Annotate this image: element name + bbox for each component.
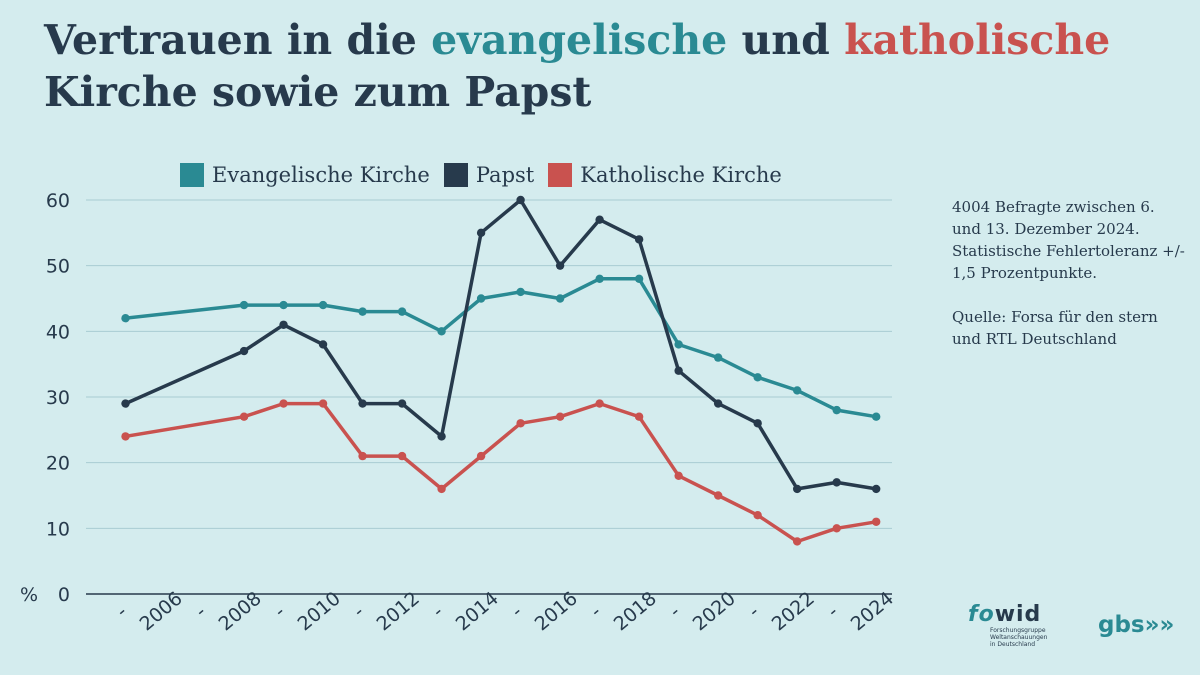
title-katholisch: katholische: [844, 16, 1111, 64]
data-point: [832, 478, 841, 487]
data-point: [674, 366, 683, 375]
data-point: [832, 405, 841, 415]
fowid-subtitle: Forschungsgruppe Weltanschauungen in Deu…: [990, 627, 1048, 648]
legend-item-evangelisch: Evangelische Kirche: [180, 163, 430, 187]
data-point: [792, 537, 802, 546]
series-line-0: [123, 277, 878, 419]
data-point: [437, 327, 446, 336]
data-point: [239, 300, 249, 310]
data-point: [713, 353, 723, 362]
data-point: [674, 340, 683, 349]
data-point: [437, 432, 446, 441]
series-line-2: [123, 401, 878, 544]
survey-method-text: 4004 Befragte zwischen 6. und 13. Dezemb…: [952, 198, 1185, 282]
data-point: [121, 399, 130, 408]
legend-item-papst: Papst: [443, 163, 535, 187]
fowid-wordmark: fowid: [968, 602, 1042, 627]
chart-legend: Evangelische Kirche Papst Katholische Ki…: [180, 160, 782, 190]
data-point: [674, 471, 683, 480]
data-point: [555, 412, 565, 421]
data-point: [871, 517, 881, 526]
y-tick-label: 60: [46, 190, 70, 212]
data-point: [279, 320, 288, 329]
data-point: [279, 399, 288, 408]
legend-label-papst: Papst: [475, 163, 535, 187]
survey-note: 4004 Befragte zwischen 6. und 13. Dezemb…: [952, 196, 1187, 372]
data-point: [476, 294, 486, 303]
title-part-1: Vertrauen in die: [44, 16, 432, 64]
y-axis-unit: %: [20, 584, 38, 606]
data-point: [397, 307, 407, 316]
y-tick-label: 30: [46, 387, 70, 409]
data-point: [832, 524, 841, 533]
data-point: [397, 399, 407, 408]
title-evangelisch: evangelische: [431, 16, 728, 64]
fowid-logo: fowid Forschungsgruppe Weltanschauungen …: [968, 602, 1048, 662]
data-point: [358, 307, 367, 316]
data-point: [792, 484, 802, 494]
data-point: [516, 419, 525, 428]
data-point: [397, 451, 407, 461]
x-tick-label: -: [191, 601, 210, 622]
data-point: [318, 300, 328, 310]
data-point: [713, 399, 723, 408]
data-point: [555, 294, 565, 303]
data-point: [121, 314, 130, 323]
data-point: [437, 484, 446, 494]
data-point: [753, 511, 762, 520]
y-tick-label: 40: [46, 321, 70, 343]
data-point: [516, 287, 525, 297]
data-point: [516, 195, 525, 205]
data-point: [318, 340, 328, 349]
x-tick-label: -: [744, 601, 763, 622]
x-tick-label: -: [586, 601, 605, 622]
x-tick-label: -: [349, 601, 368, 622]
data-point: [753, 419, 762, 428]
legend-item-katholisch: Katholische Kirche: [548, 163, 782, 187]
legend-swatch-evangelisch: [180, 163, 204, 187]
data-point: [555, 261, 565, 270]
data-point: [634, 235, 644, 244]
data-point: [595, 274, 604, 283]
x-tick-label: -: [823, 601, 842, 622]
x-tick-label: -: [428, 601, 447, 622]
data-point: [753, 373, 762, 382]
data-point: [476, 451, 486, 461]
x-tick-label: -: [112, 601, 131, 622]
data-point: [358, 451, 367, 461]
data-point: [121, 432, 130, 441]
y-tick-label: 50: [46, 256, 70, 278]
data-point: [792, 386, 802, 395]
legend-label-evangelisch: Evangelische Kirche: [212, 163, 430, 187]
data-point: [476, 228, 486, 238]
data-point: [318, 399, 328, 408]
data-point: [239, 412, 249, 421]
data-point: [634, 274, 644, 283]
chart-title: Vertrauen in die evangelische und kathol…: [44, 14, 1164, 118]
x-tick-label: -: [665, 601, 684, 622]
gbs-logo: gbs»»: [1098, 612, 1175, 638]
data-point: [595, 399, 604, 408]
legend-swatch-katholisch: [548, 163, 573, 187]
data-point: [713, 491, 723, 500]
legend-label-katholisch: Katholische Kirche: [580, 163, 782, 187]
data-point: [358, 399, 367, 408]
x-tick-label: -: [270, 601, 289, 622]
y-tick-label: 20: [46, 453, 70, 475]
source-text: Quelle: Forsa für den stern und RTL Deut…: [952, 308, 1158, 348]
data-point: [279, 300, 288, 310]
series-line-1: [123, 198, 878, 491]
y-tick-label: 10: [46, 518, 70, 540]
title-part-3: und: [727, 16, 845, 64]
data-point: [239, 346, 249, 356]
y-tick-label: 0: [58, 584, 70, 606]
data-point: [871, 412, 881, 421]
data-point: [595, 215, 604, 224]
legend-swatch-papst: [443, 163, 468, 187]
data-point: [871, 484, 881, 494]
data-point: [634, 412, 644, 421]
x-tick-label: -: [507, 601, 526, 622]
title-line-2: Kirche sowie zum Papst: [44, 68, 592, 116]
